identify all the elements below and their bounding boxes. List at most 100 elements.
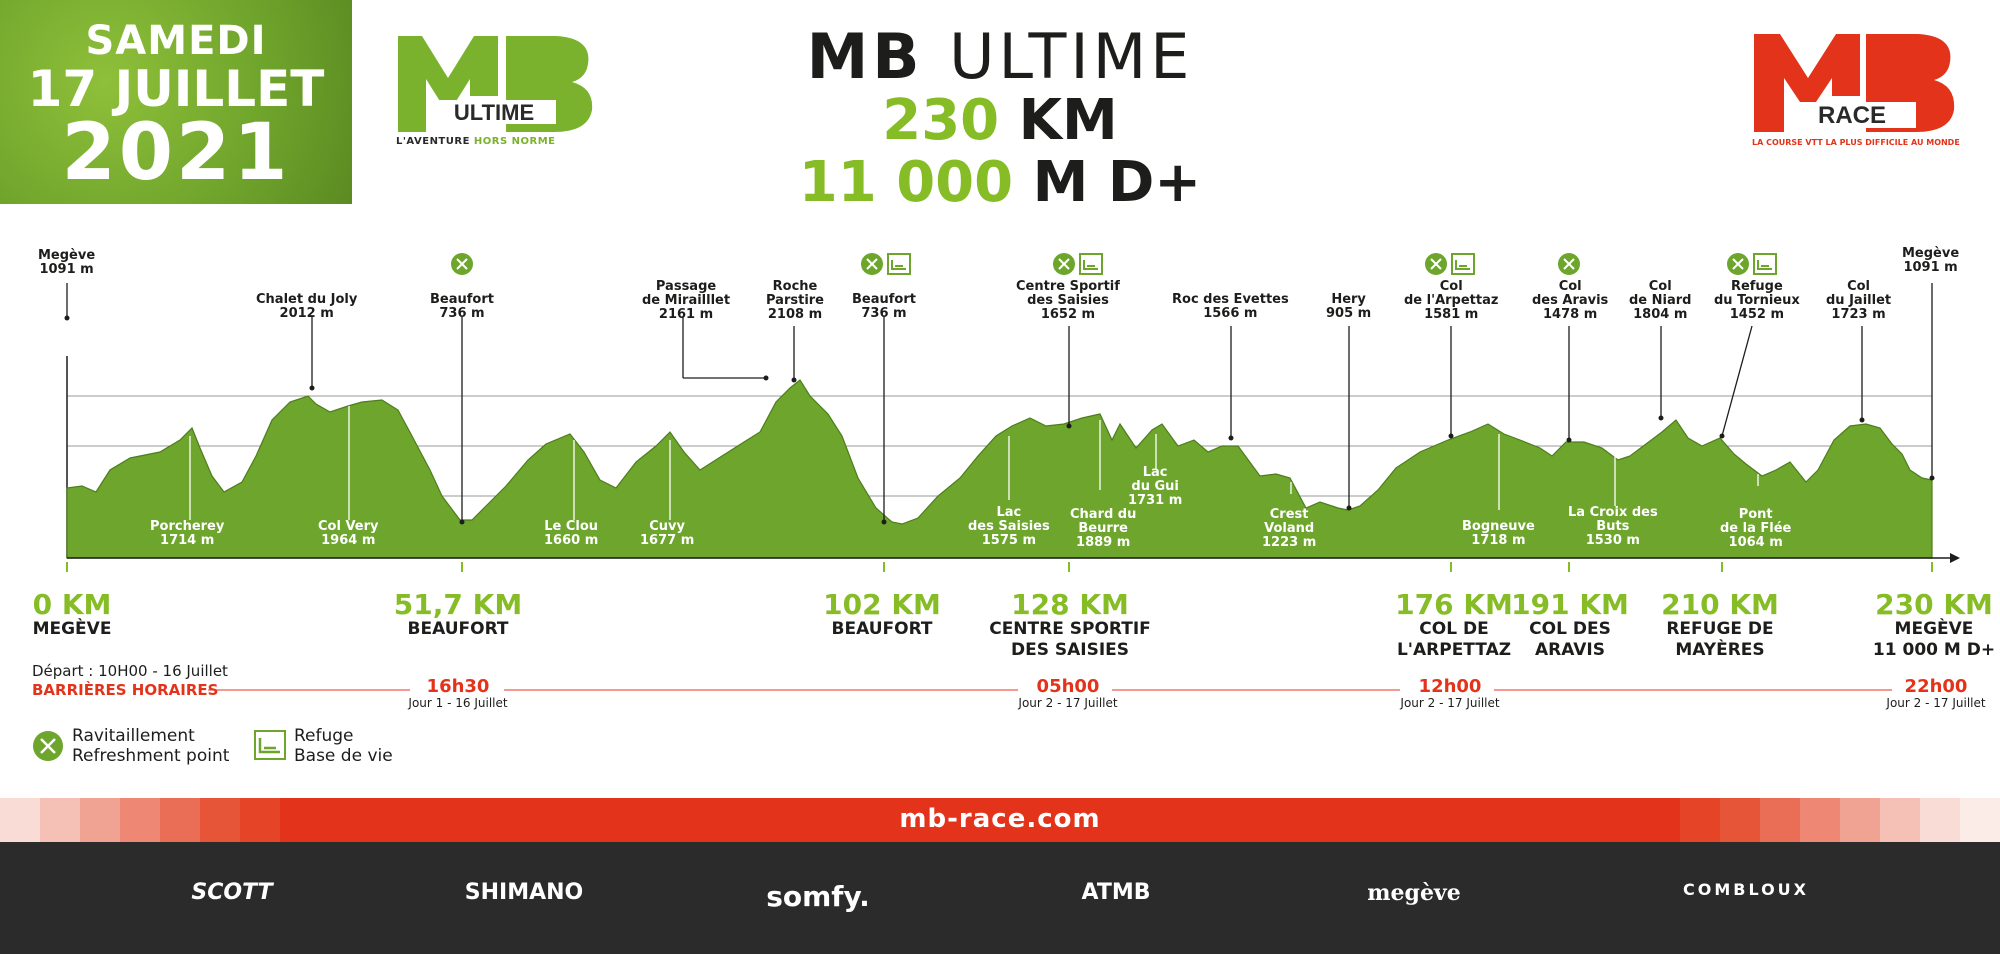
point-name-2: de Niard (1629, 293, 1692, 308)
barrieres-label: BARRIÈRES HORAIRES (32, 681, 219, 699)
title-line-distance: 230 KM (700, 90, 1300, 152)
ultime-tagline: L'AVENTURE HORS NORME (396, 136, 556, 147)
ravitaillement-legend-icon (33, 731, 63, 761)
km-label-230: 230 KM (1875, 588, 1993, 621)
point-label-roche-parstire: Roche Parstire 2108 m (766, 280, 824, 322)
point-name: Col (1648, 279, 1672, 294)
date-year: 2021 (61, 108, 291, 198)
point-label-lac-du-gui: Lac du Gui 1731 m (1128, 466, 1182, 508)
point-name: Chard du (1070, 507, 1137, 522)
point-name: Crest (1269, 507, 1309, 522)
barrier-date-1: Jour 1 - 16 Juillet (408, 696, 508, 710)
point-name: Lac (1142, 465, 1168, 480)
place-line-1: REFUGE DE (1666, 619, 1774, 639)
ravitaillement-icon (1727, 253, 1749, 275)
point-altitude: 1660 m (544, 533, 599, 548)
ravitaillement-icons (451, 253, 1749, 275)
point-altitude: 1652 m (1040, 307, 1096, 322)
point-name-2: Beurre (1078, 521, 1128, 536)
point-altitude: 1964 m (321, 533, 376, 548)
website-link[interactable]: mb-race.com (899, 804, 1101, 834)
race-tagline: LA COURSE VTT LA PLUS DIFFICILE AU MONDE (1752, 138, 1960, 147)
refuge-icon (887, 253, 911, 275)
point-label-centre-sportif: Centre Sportif des Saisies 1652 m (1016, 280, 1120, 322)
point-name: Centre Sportif (1016, 279, 1120, 294)
point-altitude: 1714 m (160, 533, 215, 548)
sponsor-combloux: COMBLOUX (1682, 880, 1810, 899)
place-label-51: BEAUFORT (408, 619, 509, 640)
inner-leader-lines (189, 406, 1759, 520)
barrier-time-3: 12h00 (1418, 676, 1482, 697)
point-label-pont-de-la-flee: Pont de la Flée 1064 m (1720, 508, 1791, 550)
point-altitude: 1091 m (1903, 260, 1958, 275)
point-name: Pont (1738, 507, 1773, 522)
point-name: Col (1558, 279, 1582, 294)
km-label-102: 102 KM (823, 588, 941, 621)
barrieres-line (208, 689, 1892, 691)
legend-refuge-en: Base de vie (294, 746, 393, 766)
point-name-2: de Mirailllet (642, 293, 731, 308)
point-label-porcherey: Porcherey 1714 m (150, 520, 224, 548)
point-name-2: du Gui (1131, 479, 1179, 494)
refuge-legend-icon (254, 730, 286, 760)
place-line-1: MEGÈVE (32, 619, 112, 639)
refuge-icon (1451, 253, 1475, 275)
point-label-cuvy: Cuvy 1677 m (640, 520, 694, 548)
race-word: RACE (1818, 102, 1886, 129)
place-line-1: BEAUFORT (831, 619, 933, 639)
date-month: 17 JUILLET (27, 60, 325, 118)
date-badge: SAMEDI 17 JUILLET 2021 (0, 0, 352, 204)
barrier-date-2: Jour 2 - 17 Juillet (1018, 696, 1118, 710)
point-label-la-croix-des-buts: La Croix des Buts 1530 m (1568, 506, 1658, 548)
km-label-128: 128 KM (1011, 588, 1129, 621)
point-label-col-aravis: Col des Aravis 1478 m (1532, 280, 1608, 322)
point-label-hery: Hery 905 m (1326, 293, 1371, 321)
point-label-beaufort-2: Beaufort 736 m (852, 293, 916, 321)
place-line-1: MEGÈVE (1894, 619, 1974, 639)
point-name-2: Voland (1264, 521, 1315, 536)
tagline-b: HORS NORME (473, 136, 556, 147)
point-altitude: 2161 m (658, 307, 714, 322)
sponsor-megeve: megève (1367, 880, 1461, 906)
mb-race-logo: RACE LA COURSE VTT LA PLUS DIFFICILE AU … (1752, 32, 1960, 150)
point-label-chard-du-beurre: Chard du Beurre 1889 m (1070, 508, 1136, 550)
date-day: SAMEDI (85, 18, 267, 64)
point-label-passage-de-miraillet: Passage de Mirailllet 2161 m (642, 280, 730, 322)
barrier-time-2: 05h00 (1036, 676, 1100, 697)
ravitaillement-icon (1425, 253, 1447, 275)
point-altitude: 1804 m (1633, 307, 1688, 322)
title-name: ULTIME (949, 20, 1194, 93)
depart-text: Départ : 10H00 - 16 Juillet (32, 662, 228, 680)
title-dplus-unit: M D+ (1032, 150, 1202, 215)
sponsor-scott: SCOTT (191, 880, 273, 905)
point-label-megeve-end: Megève 1091 m (1902, 247, 1959, 275)
legend-ravit-fr: Ravitaillement (72, 726, 195, 746)
place-line-1: COL DE (1419, 619, 1489, 639)
point-name: Megève (38, 248, 96, 263)
ravitaillement-icon (861, 253, 883, 275)
point-name-2: des Saisies (1027, 293, 1109, 308)
point-name: Hery (1331, 292, 1366, 307)
point-altitude: 905 m (1326, 306, 1372, 321)
legend-refuge: Refuge Base de vie (294, 726, 393, 766)
point-altitude: 1677 m (640, 533, 695, 548)
barrier-time-4: 22h00 (1904, 676, 1968, 697)
point-name-2: des Saisies (968, 519, 1050, 534)
point-altitude: 2012 m (279, 306, 334, 321)
mountain-profile (66, 379, 1933, 559)
refuge-icons (887, 253, 1777, 275)
point-label-megeve-start: Megève 1091 m (38, 249, 95, 277)
place-label-176: COL DE L'ARPETTAZ (1397, 619, 1511, 661)
point-name: Le Clou (544, 519, 599, 534)
point-name: Col (1439, 279, 1463, 294)
sponsor-atmb: ATMB (1081, 880, 1151, 905)
point-altitude: 1718 m (1471, 533, 1526, 548)
point-label-roc-des-evettes: Roc des Evettes 1566 m (1172, 293, 1289, 321)
km-label-51: 51,7 KM (393, 588, 523, 621)
point-altitude: 1091 m (39, 262, 94, 277)
point-name: Roche (772, 279, 818, 294)
race-title: MB ULTIME 230 KM 11 000 M D+ (700, 24, 1300, 214)
point-label-crest-voland: Crest Voland 1223 m (1262, 508, 1316, 550)
place-label-210: REFUGE DE MAYÈRES (1666, 619, 1773, 661)
point-name: Cuvy (649, 519, 685, 534)
